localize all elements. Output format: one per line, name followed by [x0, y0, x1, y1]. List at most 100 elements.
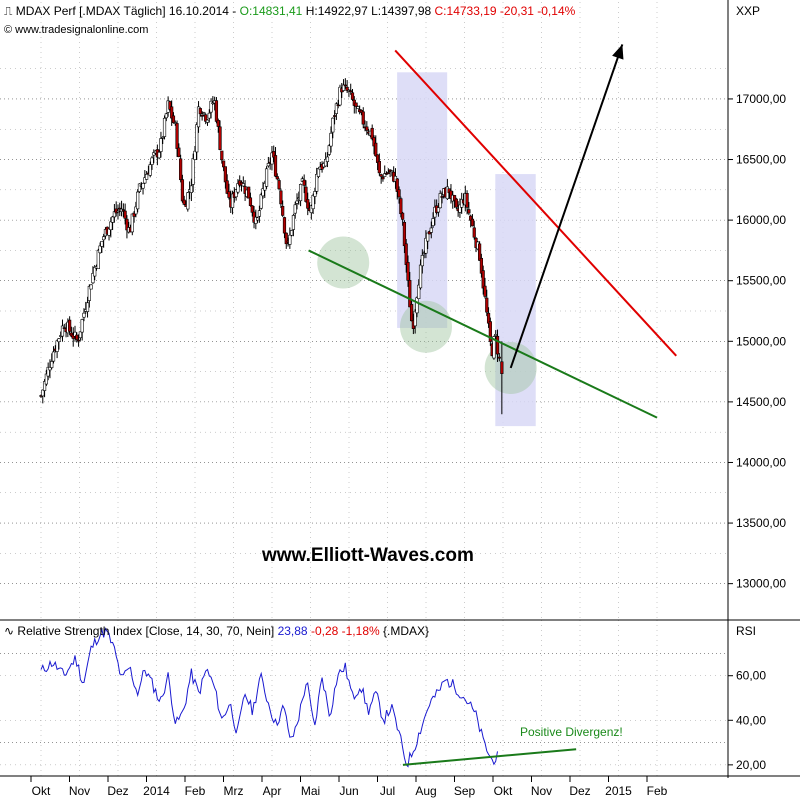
candle-body — [343, 84, 347, 87]
candle-body — [418, 264, 423, 289]
candle-body — [55, 340, 59, 352]
candle-body — [329, 132, 333, 147]
x-tick-label: 2014 — [143, 784, 170, 798]
candle-body — [164, 113, 168, 119]
candle-body — [157, 151, 161, 159]
candle-body — [82, 312, 86, 318]
candle-body — [250, 205, 254, 213]
candle-body — [193, 150, 197, 160]
rsi-lines — [40, 627, 577, 768]
candle-body — [306, 199, 310, 209]
candle-body — [205, 119, 210, 123]
y-tick-label: 13000,00 — [736, 577, 786, 591]
candle-body — [241, 183, 245, 187]
candle-body — [426, 232, 430, 242]
candle-body — [290, 230, 294, 236]
candle-body — [100, 240, 104, 247]
candle-body — [293, 204, 297, 214]
candle-body — [374, 142, 378, 157]
candle-body — [311, 195, 315, 210]
candle-body — [494, 334, 498, 336]
candle-body — [438, 193, 442, 209]
y-tick-label: 17000,00 — [736, 92, 786, 106]
candle-body — [96, 249, 100, 270]
x-tick-label: Dez — [107, 784, 128, 798]
candle-body — [345, 86, 349, 91]
rsi-header: ∿ Relative Strength Index [Close, 14, 30… — [4, 624, 429, 638]
source-label: © www.tradesignalonline.com — [4, 24, 149, 36]
candle-body — [182, 199, 186, 205]
x-tick-label: Mrz — [224, 784, 244, 798]
candle-body — [470, 218, 475, 227]
candle-body — [50, 361, 54, 368]
candle-body — [80, 319, 84, 333]
candle-body — [180, 179, 185, 202]
candle-body — [495, 335, 500, 355]
candle-body — [189, 185, 193, 193]
rsi-line — [40, 627, 498, 768]
candle-body — [159, 138, 163, 152]
candle-body — [161, 136, 165, 139]
candle-body — [273, 155, 278, 177]
candle-body — [390, 170, 394, 172]
candle-body — [247, 186, 251, 199]
candle-body — [406, 262, 410, 281]
rsi-y-tick-label: 20,00 — [736, 758, 766, 772]
projection-arrow-line — [509, 44, 624, 369]
candle-body — [257, 210, 262, 217]
candle-body — [478, 243, 482, 261]
high-value: H:14922,97 — [305, 4, 368, 18]
candle-body — [111, 216, 115, 223]
x-tick-label: Apr — [263, 784, 282, 798]
candle-body — [288, 234, 292, 245]
candle-body — [175, 123, 179, 149]
candle-body — [402, 222, 407, 247]
candle-body — [150, 157, 154, 165]
candle-body — [415, 297, 419, 314]
candle-body — [222, 160, 226, 168]
candle-body — [266, 163, 270, 167]
watermark-text: www.Elliott-Waves.com — [262, 545, 474, 566]
candles — [39, 78, 504, 415]
candle-body — [429, 227, 433, 233]
candle-body — [315, 174, 319, 192]
candle-body — [386, 172, 390, 174]
candle-body — [377, 160, 381, 174]
candle-body — [316, 168, 321, 177]
candle-body — [397, 189, 401, 198]
candle-body — [256, 217, 260, 221]
y-tick-label: 16000,00 — [736, 213, 786, 227]
candle-body — [365, 126, 369, 131]
candle-body — [204, 114, 208, 122]
open-value: O:14831,41 — [239, 4, 303, 18]
candle-body — [68, 319, 72, 332]
candle-body — [162, 117, 167, 137]
rsi-symbol: {.MDAX} — [383, 624, 430, 638]
candle-body — [109, 221, 113, 231]
candle-body — [214, 100, 219, 122]
x-tick-label: Nov — [531, 784, 552, 798]
x-tick-label: Okt — [494, 784, 513, 798]
y-tick-label: 14500,00 — [736, 395, 786, 409]
y-tick-label: 14000,00 — [736, 455, 786, 469]
x-tick-label: 2015 — [605, 784, 632, 798]
candle-body — [171, 115, 176, 124]
resistance-line — [394, 49, 677, 357]
candle-body — [395, 178, 399, 192]
support-touch-circle — [317, 236, 370, 289]
candle-body — [279, 190, 283, 205]
support-touch-circle — [400, 300, 452, 353]
rsi-panel-code: RSI — [736, 624, 757, 638]
divergence-label: Positive Divergenz! — [520, 725, 623, 739]
rsi-icon: ∿ — [4, 624, 15, 638]
x-tick-label: Jul — [380, 784, 395, 798]
candle-body — [379, 174, 383, 177]
candle-body — [207, 112, 211, 119]
candle-body — [89, 284, 93, 290]
candle-body — [209, 100, 213, 113]
candle-body — [333, 115, 337, 117]
candle-body — [186, 192, 190, 210]
rsi-title: Relative Strength Index [Close, 14, 30, … — [17, 624, 275, 638]
